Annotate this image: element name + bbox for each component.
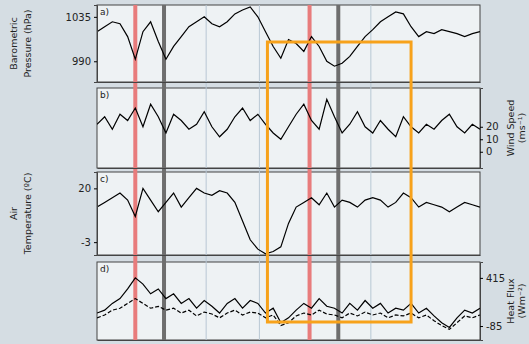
tick: 990 [72, 56, 97, 67]
tick-label: 415 [486, 273, 505, 284]
tick: 1035 [66, 12, 97, 23]
tick: 20 [78, 183, 97, 194]
axis-title: Wind Speed [505, 100, 516, 157]
tick: -85 [480, 321, 502, 332]
highlight-box [267, 42, 411, 322]
axis-title: Pressure (hPa) [22, 9, 33, 77]
panel-title: a) [100, 7, 109, 17]
panel-title: c) [100, 174, 108, 184]
tick: 415 [480, 273, 505, 284]
tick-label: 20 [486, 121, 499, 132]
y-axis-line [481, 89, 484, 169]
y-axis: 990 1035 [66, 6, 98, 83]
axis-title: Air [8, 207, 19, 220]
axis-title: (ms⁻¹) [516, 113, 527, 143]
y-axis: -3 20 [78, 173, 97, 256]
series-line [97, 7, 480, 66]
tick-mark [480, 139, 483, 140]
tick-mark [94, 242, 97, 243]
event-line [336, 5, 340, 340]
tick: 20 [480, 121, 499, 132]
tick-label: 10 [486, 134, 499, 145]
tick-mark [480, 127, 483, 128]
tick-label: 1035 [66, 12, 91, 23]
plot-area [97, 7, 480, 66]
event-line [308, 5, 312, 340]
x-axis-line [98, 168, 481, 169]
y-axis-line [94, 6, 98, 83]
tick-mark [94, 17, 97, 18]
series-line [97, 278, 480, 328]
tick-label: 990 [72, 56, 91, 67]
x-axis-line [98, 340, 481, 341]
y-axis-line [481, 263, 484, 341]
tick: 10 [480, 134, 499, 145]
x-axis [98, 340, 481, 341]
axis-title: (Wm⁻²) [516, 284, 527, 319]
tick-mark [480, 326, 483, 327]
series-line [97, 99, 480, 139]
background [0, 0, 529, 344]
x-axis-line [98, 82, 481, 83]
tick-label: -3 [81, 237, 91, 248]
y-axis-line [94, 173, 98, 256]
x-axis [98, 168, 481, 169]
axis-title: Barometric [8, 17, 19, 69]
plot-area [97, 99, 480, 139]
series-line [97, 299, 480, 330]
tick-mark [94, 188, 97, 189]
y-axis: -85 415 [480, 263, 505, 341]
tick-mark [480, 278, 483, 279]
x-axis [98, 255, 481, 256]
axis-title: Temperature (ºC) [22, 173, 33, 256]
event-line [370, 5, 371, 340]
panel-frame [97, 262, 480, 340]
tick: 0 [480, 146, 492, 157]
chart: 990 1035 a) BarometricPressure (hPa) 010 20 b)… [0, 0, 529, 344]
series-line [97, 188, 480, 253]
x-axis-line [98, 255, 481, 256]
tick: -3 [81, 237, 97, 248]
x-axis [98, 82, 481, 83]
event-line [206, 5, 207, 340]
panel-frame [97, 88, 480, 168]
axis-title: Heat Flux [505, 278, 516, 324]
panel-title: b) [100, 90, 109, 100]
tick-mark [94, 61, 97, 62]
tick-label: 20 [78, 183, 91, 194]
panel-title: d) [100, 264, 109, 274]
y-axis: 010 20 [480, 89, 499, 169]
event-line [259, 5, 260, 340]
panel-frame [97, 172, 480, 255]
plot-area [97, 188, 480, 253]
tick-label: 0 [486, 146, 492, 157]
tick-label: -85 [486, 321, 502, 332]
tick-mark [480, 152, 483, 153]
